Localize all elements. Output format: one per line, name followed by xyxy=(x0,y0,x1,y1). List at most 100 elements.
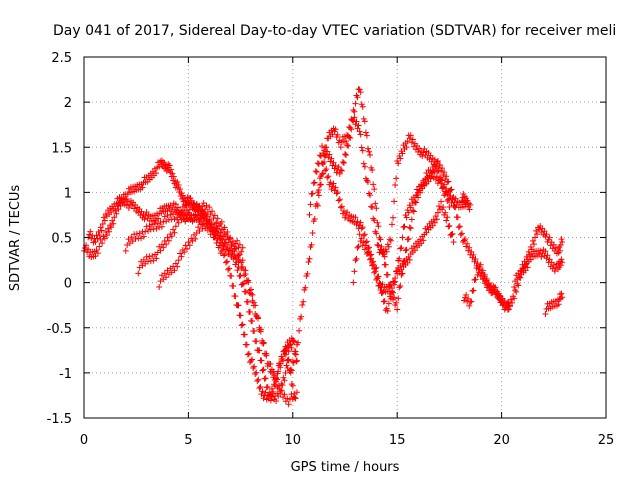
data-point xyxy=(406,224,413,231)
data-point xyxy=(441,169,448,176)
data-point xyxy=(378,243,385,250)
data-point xyxy=(368,255,375,262)
data-point xyxy=(225,266,232,273)
data-point xyxy=(245,350,252,357)
data-point xyxy=(369,166,376,173)
data-point xyxy=(546,234,553,241)
data-point xyxy=(214,215,221,222)
data-point xyxy=(390,289,397,296)
data-point xyxy=(163,241,170,248)
data-point xyxy=(260,366,267,373)
data-point xyxy=(369,262,376,269)
data-point xyxy=(315,187,322,194)
data-point xyxy=(257,328,264,335)
data-point xyxy=(546,256,553,263)
data-point xyxy=(335,197,342,204)
data-point xyxy=(236,251,243,258)
data-point xyxy=(285,401,292,408)
data-point xyxy=(419,153,426,160)
data-point xyxy=(457,231,464,238)
data-point xyxy=(393,299,400,306)
data-point xyxy=(280,394,287,401)
data-point xyxy=(387,295,394,302)
data-point xyxy=(311,216,318,223)
data-point xyxy=(242,288,249,295)
data-point xyxy=(471,258,478,265)
data-point xyxy=(262,375,269,382)
data-point xyxy=(474,260,481,267)
data-point xyxy=(355,86,362,93)
data-point xyxy=(411,247,418,254)
data-point xyxy=(371,217,378,224)
data-point xyxy=(331,187,338,194)
data-point xyxy=(82,245,89,252)
data-point xyxy=(291,350,298,357)
data-point xyxy=(316,182,323,189)
data-point xyxy=(171,215,178,222)
data-point xyxy=(163,218,170,225)
data-point xyxy=(136,230,143,237)
data-point xyxy=(178,253,185,260)
data-point xyxy=(431,219,438,226)
data-point xyxy=(465,295,472,302)
data-point xyxy=(287,366,294,373)
data-point xyxy=(275,393,282,400)
data-point xyxy=(210,234,217,241)
y-tick-label: 2 xyxy=(64,96,72,111)
data-point xyxy=(229,251,236,258)
data-point xyxy=(189,205,196,212)
data-point xyxy=(558,256,565,263)
data-point xyxy=(325,154,332,161)
y-tick-label: 1.5 xyxy=(51,141,72,156)
data-point xyxy=(496,292,503,299)
data-point xyxy=(392,275,399,282)
data-point xyxy=(101,235,108,242)
data-point xyxy=(252,302,259,309)
data-point xyxy=(227,235,234,242)
data-point xyxy=(404,138,411,145)
data-point xyxy=(504,306,511,313)
data-point xyxy=(395,160,402,167)
data-point xyxy=(396,255,403,262)
data-point xyxy=(99,220,106,227)
data-point xyxy=(370,261,377,268)
data-point xyxy=(530,241,537,248)
series-sat-track-b xyxy=(85,194,298,405)
data-point xyxy=(557,242,564,249)
data-point xyxy=(243,278,250,285)
data-point xyxy=(352,257,359,264)
series-sat-track-m xyxy=(458,191,474,213)
data-point xyxy=(185,209,192,216)
data-point xyxy=(235,258,242,265)
data-point xyxy=(558,290,565,297)
data-point xyxy=(367,151,374,158)
data-point xyxy=(128,234,135,241)
data-point xyxy=(431,169,438,176)
data-point xyxy=(478,270,485,277)
data-point xyxy=(449,230,456,237)
data-point xyxy=(408,139,415,146)
data-point xyxy=(140,256,147,263)
data-point xyxy=(351,108,358,115)
data-point xyxy=(92,253,99,260)
y-tick-label: -1 xyxy=(59,367,72,382)
data-point xyxy=(527,256,534,263)
series-sat-track-j xyxy=(461,222,566,313)
data-point xyxy=(347,135,354,142)
data-point xyxy=(200,200,207,207)
data-point xyxy=(170,173,177,180)
data-point xyxy=(452,204,459,211)
data-point xyxy=(461,237,468,244)
data-point xyxy=(284,395,291,402)
data-point xyxy=(363,238,370,245)
data-point xyxy=(376,280,383,287)
data-point xyxy=(289,337,296,344)
data-point xyxy=(374,275,381,282)
data-point xyxy=(225,239,232,246)
data-point xyxy=(277,390,284,397)
data-point xyxy=(446,203,453,210)
data-point xyxy=(405,254,412,261)
data-point xyxy=(410,208,417,215)
data-point xyxy=(358,144,365,151)
data-point xyxy=(494,288,501,295)
